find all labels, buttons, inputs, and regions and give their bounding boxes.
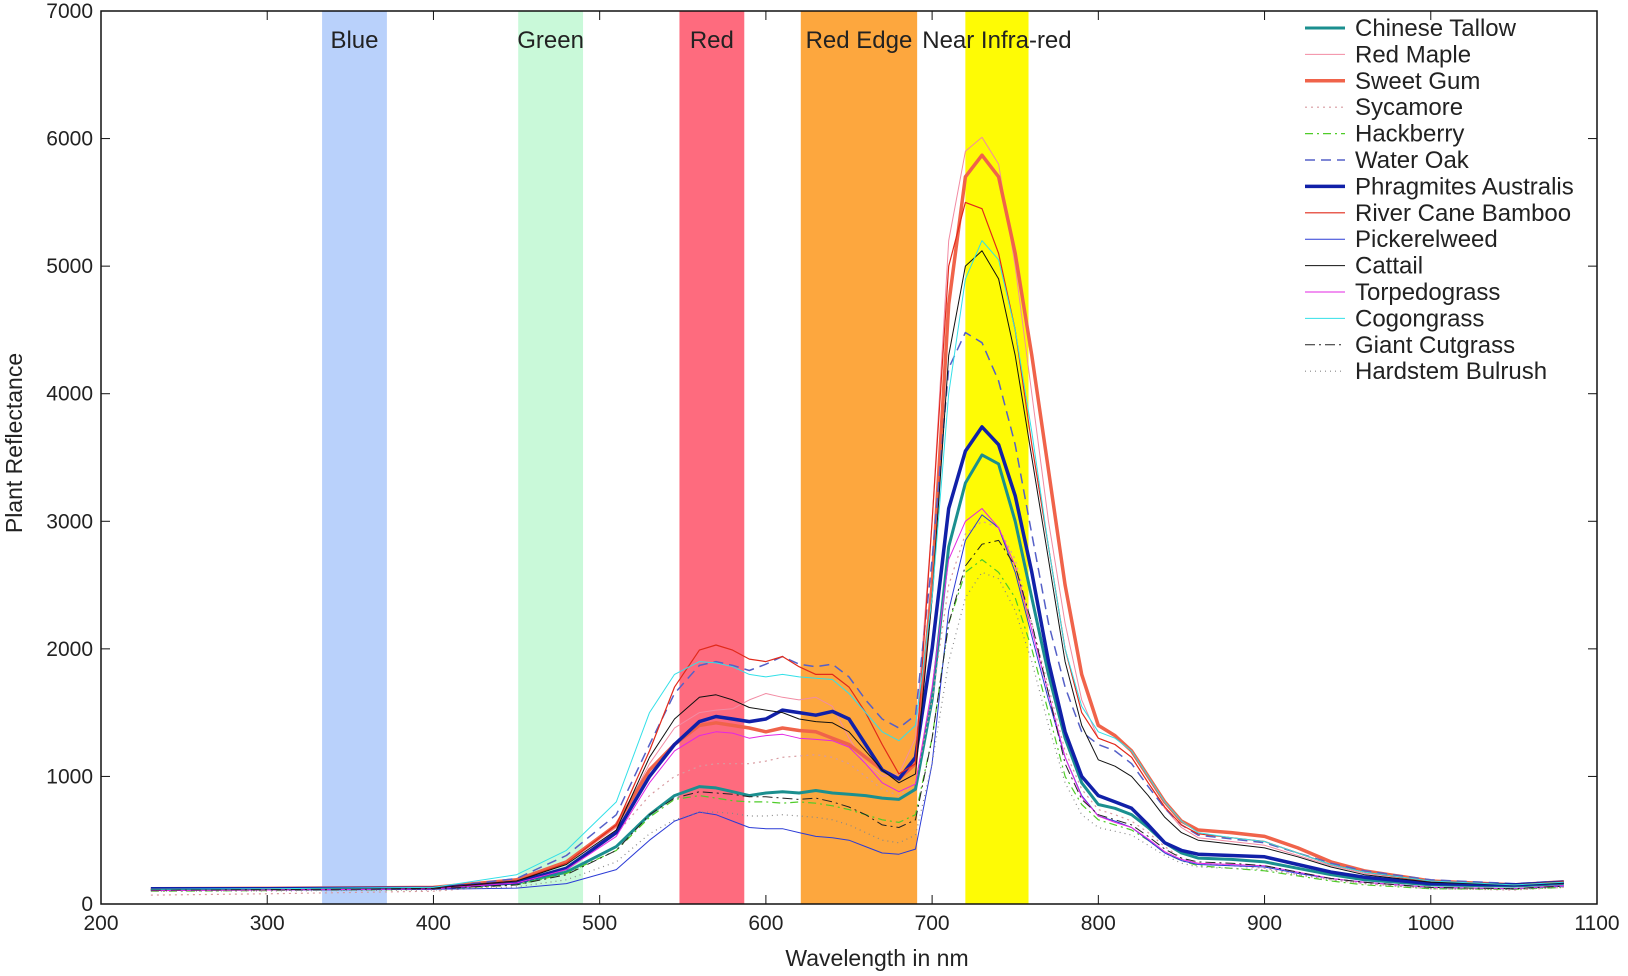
- series-line-giant-cutgrass: [150, 539, 1564, 891]
- x-tick-label: 500: [582, 912, 617, 935]
- legend-label-hackberry: Hackberry: [1355, 121, 1464, 148]
- series-line-phragmites-australis: [150, 425, 1564, 891]
- band-green: [518, 11, 584, 904]
- y-tick-label: 5000: [46, 255, 93, 278]
- x-tick-label: 1000: [1407, 912, 1454, 935]
- band-red: [679, 11, 745, 904]
- y-tick-label: 2000: [46, 638, 93, 661]
- y-tick-label: 0: [81, 893, 93, 916]
- series-line-sweet-gum: [150, 153, 1564, 891]
- x-tick-label: 1100: [1574, 912, 1619, 935]
- x-axis-label: Wavelength in nm: [785, 945, 968, 971]
- band-label-red: Red: [690, 27, 734, 54]
- band-label-green: Green: [517, 27, 584, 54]
- series-line-pickerelweed: [150, 514, 1564, 891]
- plot-frame: [100, 10, 1598, 905]
- legend-label-giant-cutgrass: Giant Cutgrass: [1355, 332, 1515, 359]
- legend-label-cattail: Cattail: [1355, 253, 1423, 280]
- band-label-red-edge: Red Edge: [806, 27, 913, 54]
- y-axis-label: Plant Reflectance: [1, 353, 27, 533]
- plot-axes: [100, 10, 1598, 905]
- x-tick-label: 600: [748, 912, 783, 935]
- y-tick-label: 4000: [46, 383, 93, 406]
- x-tick-label: 300: [250, 912, 285, 935]
- series-line-hackberry: [150, 559, 1564, 892]
- legend-label-sycamore: Sycamore: [1355, 94, 1463, 121]
- series-line-river-cane-bamboo: [150, 201, 1564, 890]
- series-line-water-oak: [150, 331, 1564, 891]
- legend-label-pickerelweed: Pickerelweed: [1355, 226, 1498, 253]
- legend-label-phragmites-australis: Phragmites Australis: [1355, 173, 1574, 200]
- x-tick-label: 700: [915, 912, 950, 935]
- x-tick-label: 800: [1081, 912, 1116, 935]
- legend-label-river-cane-bamboo: River Cane Bamboo: [1355, 200, 1571, 227]
- x-tick-label: 200: [83, 912, 118, 935]
- x-tick-label: 400: [416, 912, 451, 935]
- legend-label-sweet-gum: Sweet Gum: [1355, 68, 1480, 95]
- series-line-torpedograss: [150, 508, 1564, 892]
- band-label-blue: Blue: [330, 27, 378, 54]
- band-blue: [322, 11, 387, 904]
- y-tick-label: 3000: [46, 510, 93, 533]
- spectral-bands: [322, 11, 1029, 904]
- series-line-red-maple: [150, 136, 1564, 891]
- legend-label-water-oak: Water Oak: [1355, 147, 1470, 174]
- series-line-cattail: [150, 250, 1564, 891]
- y-tick-label: 6000: [46, 128, 93, 151]
- y-tick-label: 7000: [46, 0, 93, 23]
- x-tick-label: 900: [1247, 912, 1282, 935]
- axis-ticks: 200 300 400 500 600 700 800 900 1000 1100 0 1000 200…: [46, 0, 1619, 935]
- band-near-infra-red: [965, 11, 1029, 904]
- legend-label-chinese-tallow: Chinese Tallow: [1355, 15, 1517, 42]
- series-line-chinese-tallow: [150, 453, 1564, 891]
- legend-label-torpedograss: Torpedograss: [1355, 279, 1500, 306]
- series-lines: [150, 136, 1564, 896]
- legend-label-cogongrass: Cogongrass: [1355, 305, 1484, 332]
- band-red-edge: [800, 11, 918, 904]
- y-tick-label: 1000: [46, 765, 93, 788]
- band-label-near-infra-red: Near Infra-red: [922, 27, 1071, 54]
- legend-label-hardstem-bulrush: Hardstem Bulrush: [1355, 358, 1547, 385]
- series-line-cogongrass: [150, 240, 1564, 890]
- band-labels: Blue Green Red Red Edge Near Infra-red: [330, 27, 1071, 54]
- series-line-sycamore: [150, 520, 1564, 896]
- legend-label-red-maple: Red Maple: [1355, 41, 1471, 68]
